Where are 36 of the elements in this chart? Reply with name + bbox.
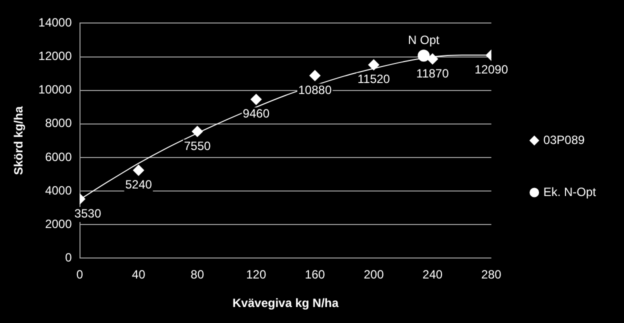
x-axis-title: Kvävegiva kg N/ha (232, 296, 339, 310)
y-tick-label: 10000 (38, 82, 72, 97)
data-label: 11520 (357, 72, 390, 86)
point (192, 126, 203, 137)
x-tick-label: 160 (304, 268, 326, 282)
data-label: 10880 (298, 82, 332, 97)
point (368, 59, 380, 70)
x-tick-label: 120 (246, 268, 266, 282)
point (250, 94, 262, 105)
y-tick-label: 6000 (45, 150, 72, 164)
point (427, 53, 438, 64)
legend-label: 03P089 (543, 132, 586, 147)
data-label: 7550 (184, 138, 212, 153)
y-tick-label: 8000 (45, 116, 72, 130)
data-label: 3530 (74, 206, 102, 220)
y-tick-label: 2000 (45, 216, 72, 231)
data-label: 12090 (474, 62, 508, 77)
x-tick-label: 200 (364, 268, 384, 282)
y-tick-label: 12000 (38, 49, 72, 64)
point (309, 70, 320, 82)
x-tick-label: 240 (422, 268, 443, 282)
x-tick-label: 40 (132, 268, 146, 282)
y-tick-label: 0 (65, 250, 72, 265)
y-tick-label: 14000 (38, 16, 72, 30)
point (418, 50, 430, 62)
point (133, 164, 144, 176)
data-label: 11870 (416, 66, 450, 80)
x-tick-label: 280 (481, 268, 502, 282)
y-axis-title: Skörd kg/ha (12, 106, 26, 176)
data-label: 5240 (125, 178, 152, 192)
data-label: 9460 (242, 106, 270, 121)
annotation: N Opt (408, 32, 440, 47)
legend-label: Ek. N-Opt (543, 184, 597, 199)
y-tick-label: 4000 (45, 183, 72, 198)
x-tick-label: 80 (190, 268, 204, 282)
x-tick-label: 0 (76, 268, 84, 282)
